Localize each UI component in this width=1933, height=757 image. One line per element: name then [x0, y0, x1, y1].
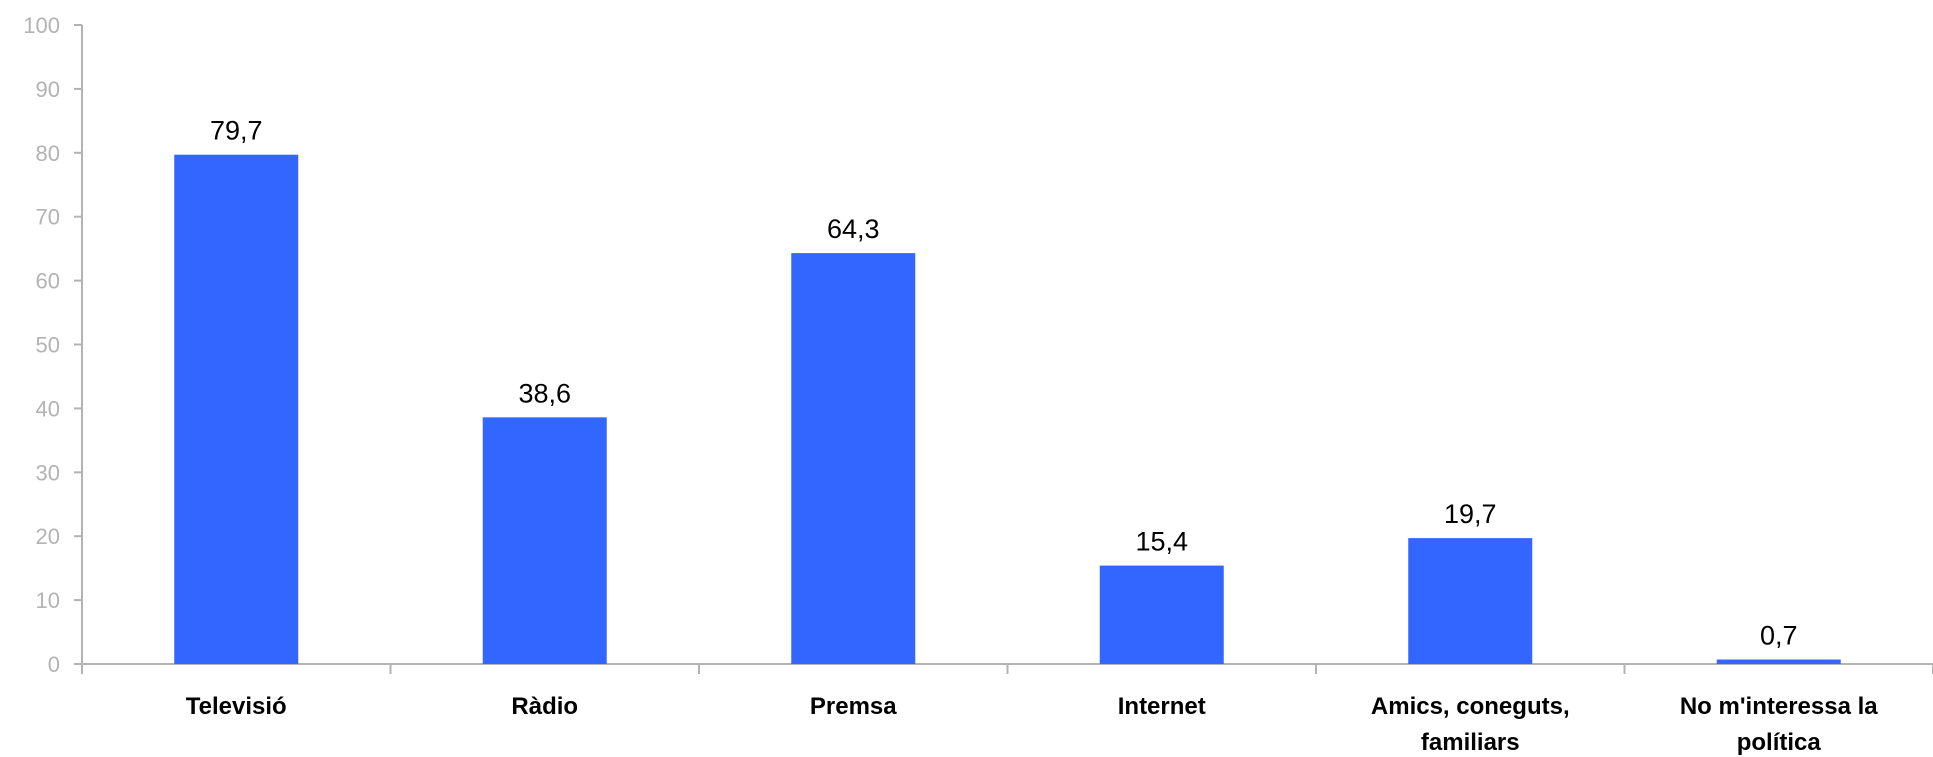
- y-tick-label: 90: [36, 77, 60, 102]
- x-tick-label: Ràdio: [511, 693, 578, 720]
- y-tick-label: 80: [36, 141, 60, 166]
- y-tick-label: 100: [23, 13, 60, 38]
- x-tick-label: Televisió: [186, 693, 287, 720]
- x-tick-label-line: Ràdio: [511, 693, 578, 720]
- x-tick-label-line: Premsa: [810, 693, 897, 720]
- data-label: 19,7: [1444, 499, 1497, 529]
- data-label: 0,7: [1760, 621, 1798, 651]
- x-tick-label-line: No m'interessa la: [1680, 693, 1878, 720]
- x-axis: [81, 663, 1933, 674]
- y-tick-label: 60: [36, 269, 60, 294]
- y-tick-label: 0: [48, 652, 60, 677]
- y-axis: 0 10 20 30 40 50 60 70 80 90 100: [23, 13, 83, 677]
- y-tick-label: 10: [36, 588, 60, 613]
- x-tick-label-line: Internet: [1118, 693, 1206, 720]
- x-tick-label: Premsa: [810, 693, 897, 720]
- bar: [1099, 565, 1224, 664]
- bar: [482, 417, 607, 664]
- bar: [791, 253, 916, 665]
- y-tick-label: 20: [36, 524, 60, 549]
- x-tick-label-line: Televisió: [186, 693, 287, 720]
- value-labels: 79,7 38,6 64,3 15,4 19,7 0,7: [210, 116, 1798, 651]
- x-tick-label: No m'interessa la política: [1680, 693, 1878, 756]
- data-label: 79,7: [210, 116, 263, 146]
- bar: [1716, 659, 1841, 664]
- data-label: 38,6: [518, 378, 571, 408]
- y-tick-label: 30: [36, 460, 60, 485]
- bar: [174, 154, 299, 665]
- data-label: 15,4: [1135, 527, 1188, 557]
- y-tick-label: 40: [36, 396, 60, 421]
- category-labels: Televisió Ràdio Premsa Internet Amics, coneg…: [186, 693, 1879, 756]
- data-label: 64,3: [827, 214, 880, 244]
- x-tick-label: Internet: [1118, 693, 1206, 720]
- bar: [1408, 538, 1533, 664]
- y-tick-label: 50: [36, 333, 60, 358]
- y-tick-label: 70: [36, 205, 60, 230]
- x-tick-label: Amics, coneguts, familiars: [1371, 693, 1570, 756]
- x-tick-label-line: política: [1737, 729, 1822, 756]
- bars: [174, 154, 1841, 665]
- x-tick-label-line: familiars: [1421, 729, 1520, 756]
- x-tick-label-line: Amics, coneguts,: [1371, 693, 1570, 720]
